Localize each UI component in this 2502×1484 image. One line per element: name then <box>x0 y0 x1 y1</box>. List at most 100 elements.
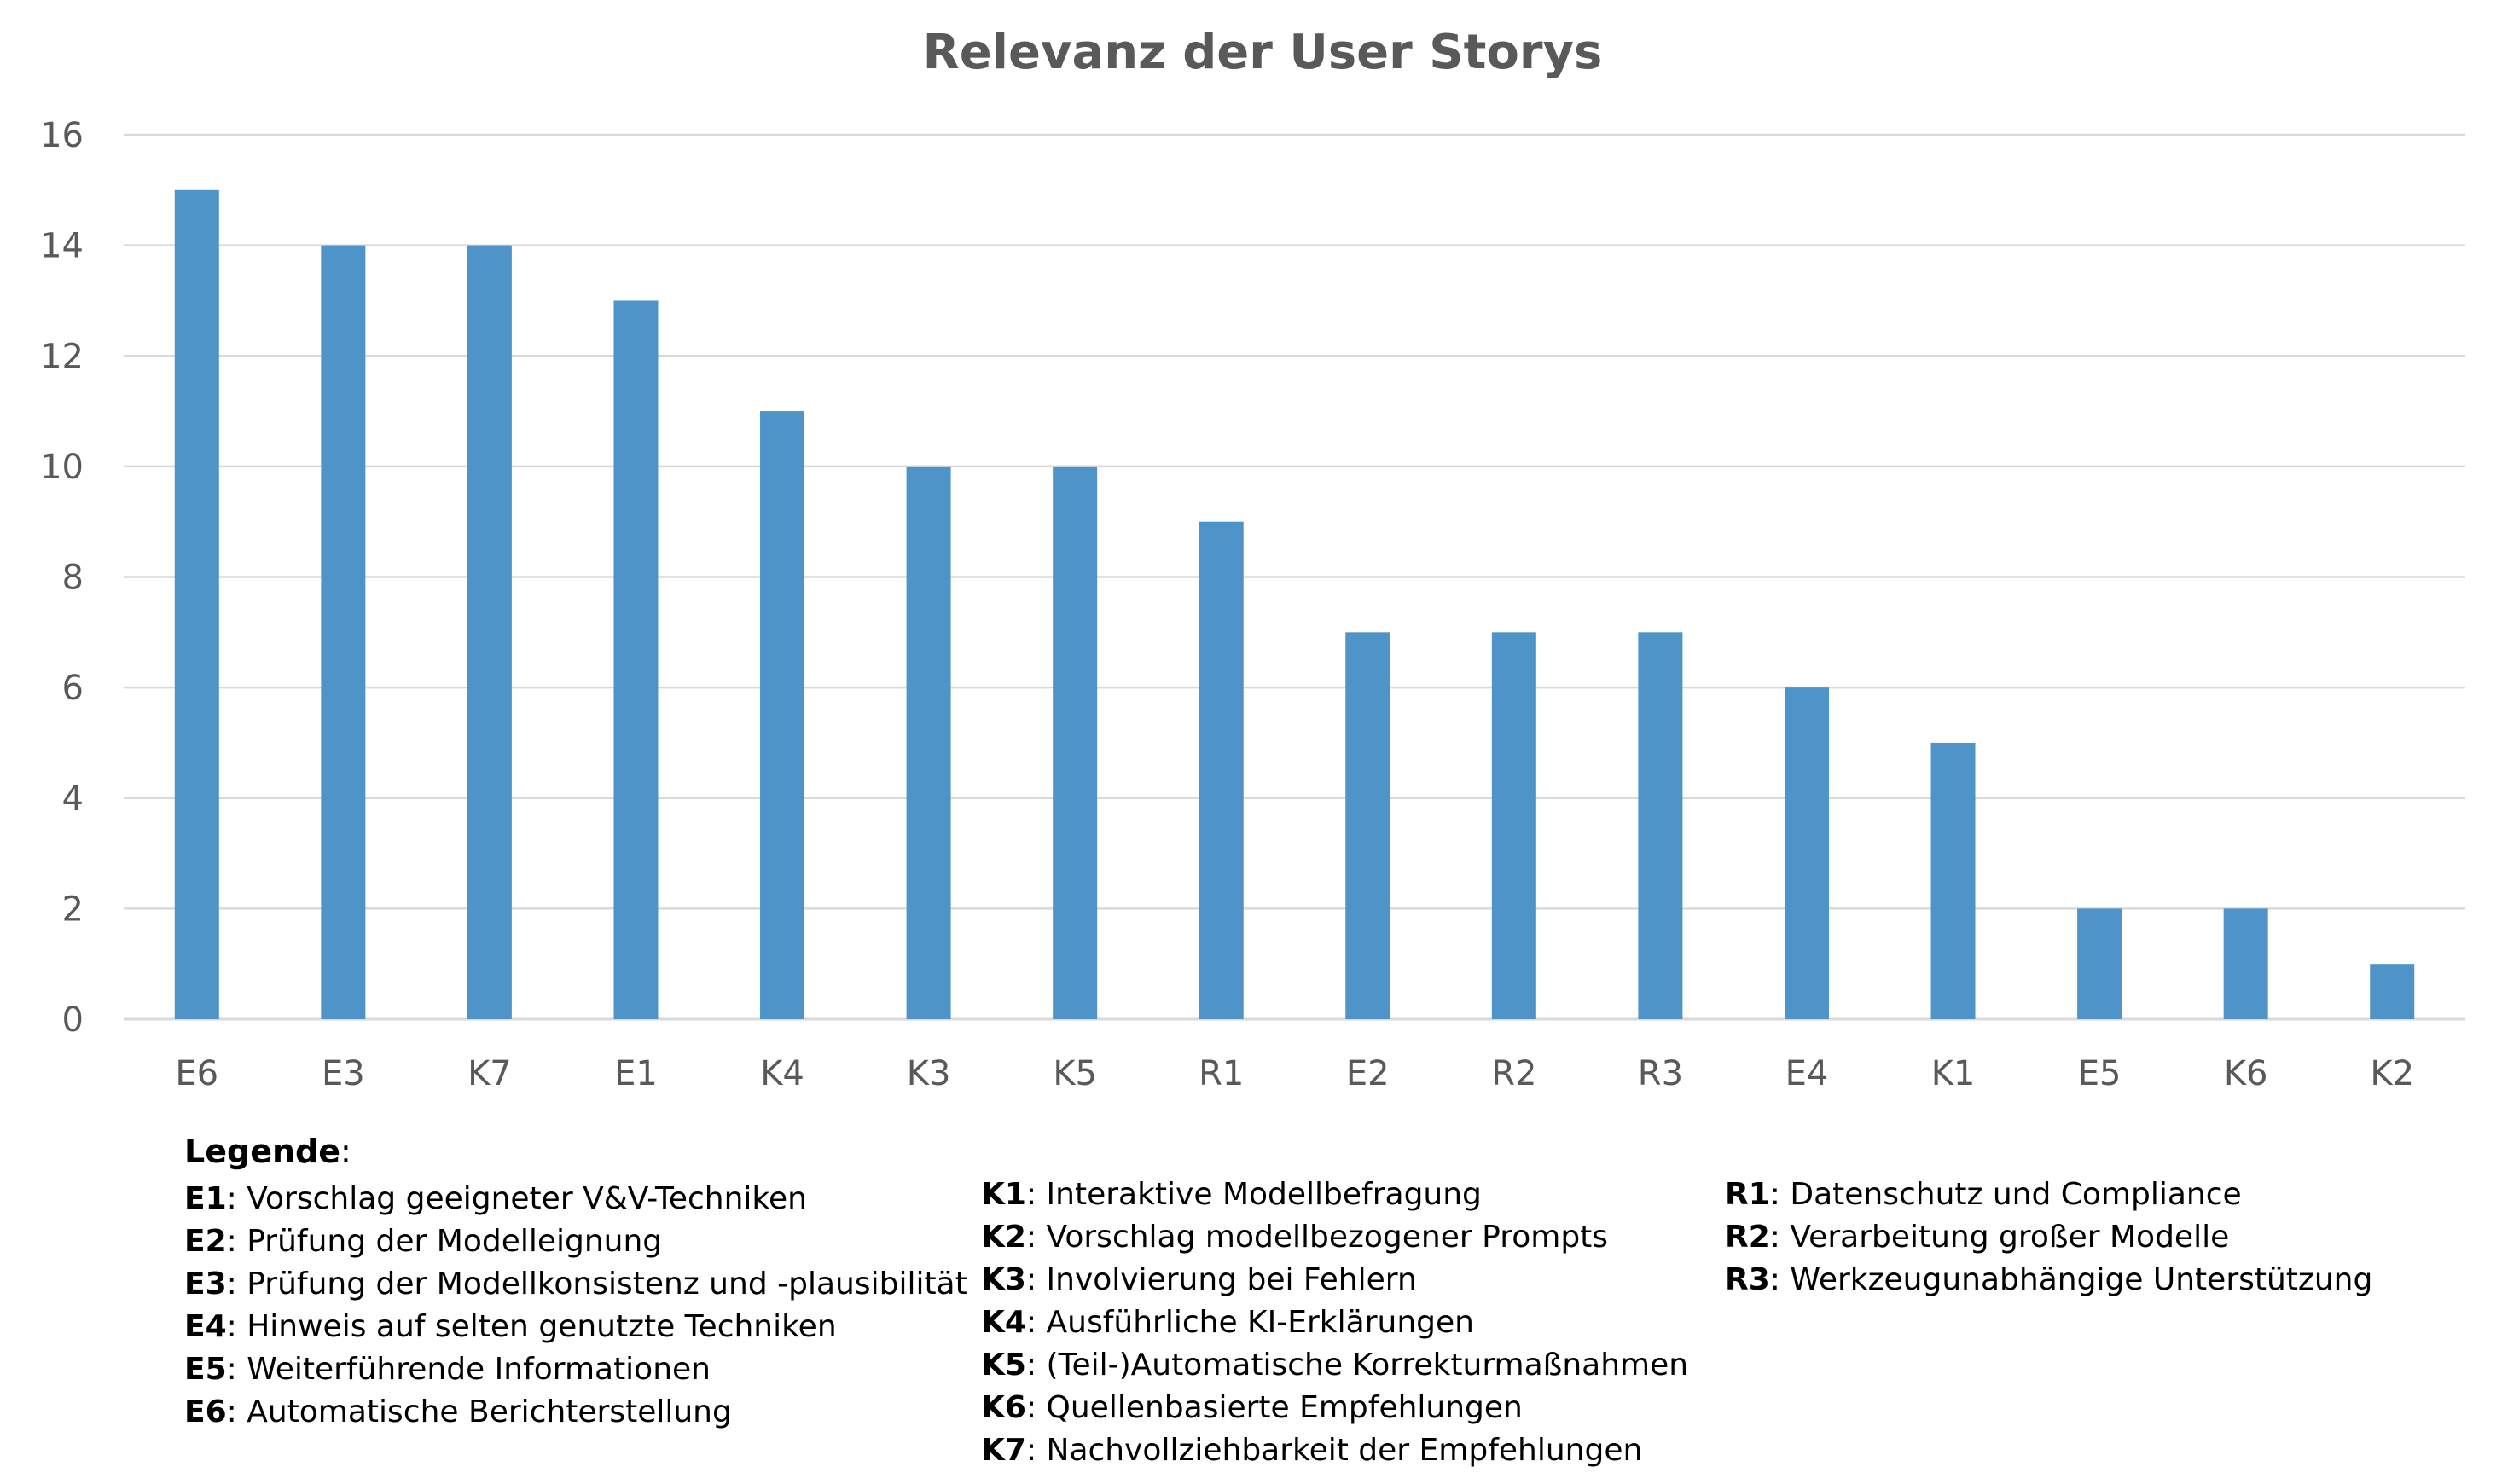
legend-item-R1: R1: Datenschutz und Compliance <box>1725 1174 2372 1216</box>
legend-code: E4 <box>184 1309 227 1344</box>
x-axis-ticks: E6 E3 K7 E1 K4 K3 K5 R1 E2 R2 R3 E4 K1 E5 K6 K2 <box>175 1054 2414 1093</box>
y-tick-label: 10 <box>40 448 84 487</box>
legend-code: R2 <box>1725 1220 1770 1255</box>
legend-description: : Hinweis auf selten genutzte Techniken <box>226 1309 837 1344</box>
x-tick-label: R2 <box>1491 1054 1536 1093</box>
legend-item-K4: K4: Ausführliche KI-Erklärungen <box>981 1301 1688 1344</box>
bar-K6 <box>2223 908 2268 1019</box>
y-axis-ticks: 0 2 4 6 8 10 12 14 16 <box>40 116 84 1040</box>
legend-code: K6 <box>981 1390 1026 1425</box>
x-tick-label: E6 <box>175 1054 218 1093</box>
bar-E6 <box>174 189 219 1019</box>
bar-K7 <box>467 245 512 1019</box>
legend-description: : Involvierung bei Fehlern <box>1025 1262 1417 1297</box>
legend-code: K1 <box>981 1177 1026 1212</box>
bar-E1 <box>613 300 659 1019</box>
bar-E5 <box>2077 908 2122 1019</box>
legend-item-E3: E3: Prüfung der Modellkonsistenz und -pl… <box>184 1263 967 1306</box>
legend-code: R1 <box>1725 1177 1770 1212</box>
x-tick-label: E1 <box>614 1054 658 1093</box>
legend-description: : (Teil-)Automatische Korrekturmaßnahmen <box>1025 1348 1689 1383</box>
legend-description: : Werkzeugunabhängige Unterstützung <box>1769 1262 2373 1297</box>
legend-description: : Nachvollziehbarkeit der Empfehlungen <box>1025 1433 1643 1468</box>
legend-item-E2: E2: Prüfung der Modelleignung <box>184 1220 967 1263</box>
legend-code: K3 <box>981 1262 1026 1297</box>
legend-code: K7 <box>981 1433 1026 1468</box>
bars <box>174 189 2415 1019</box>
legend-column-e: E1: Vorschlag geeigneter V&V-Techniken E2… <box>184 1178 967 1434</box>
legend-description: : Automatische Berichterstellung <box>226 1394 732 1429</box>
bar-E3 <box>321 245 366 1019</box>
x-tick-label: K5 <box>1053 1054 1097 1093</box>
y-tick-label: 14 <box>40 227 84 266</box>
bar-R2 <box>1491 632 1536 1019</box>
y-tick-label: 8 <box>62 559 84 598</box>
legend-column-r: R1: Datenschutz und Compliance R2: Verarb… <box>1725 1174 2372 1301</box>
bar-E4 <box>1784 687 1829 1019</box>
legend-description: : Datenschutz und Compliance <box>1769 1177 2242 1212</box>
legend-item-K6: K6: Quellenbasierte Empfehlungen <box>981 1387 1688 1429</box>
bar-chart: Relevanz der User Storys 0 2 4 6 8 10 12 14 16 E… <box>40 25 2465 1093</box>
legend-code: K4 <box>981 1305 1026 1340</box>
y-tick-label: 2 <box>62 890 84 929</box>
legend-heading-text: Legende <box>184 1133 340 1170</box>
bar-K1 <box>1930 742 1976 1019</box>
legend-code: E6 <box>184 1394 227 1429</box>
legend-description: : Verarbeitung großer Modelle <box>1769 1220 2230 1255</box>
legend-description: : Vorschlag geeigneter V&V-Techniken <box>226 1181 807 1216</box>
bar-K4 <box>760 411 805 1019</box>
legend-item-E6: E6: Automatische Berichterstellung <box>184 1391 967 1434</box>
legend-code: E5 <box>184 1352 227 1387</box>
x-tick-label: K7 <box>467 1054 512 1093</box>
legend-code: E1 <box>184 1181 227 1216</box>
x-tick-label: R3 <box>1638 1054 1683 1093</box>
x-tick-label: E2 <box>1346 1054 1390 1093</box>
x-tick-label: E5 <box>2078 1054 2122 1093</box>
legend-item-E4: E4: Hinweis auf selten genutzte Technike… <box>184 1306 967 1348</box>
x-tick-label: K3 <box>907 1054 951 1093</box>
legend-code: E2 <box>184 1224 227 1259</box>
legend-item-R3: R3: Werkzeugunabhängige Unterstützung <box>1725 1259 2372 1301</box>
legend-item-K1: K1: Interaktive Modellbefragung <box>981 1174 1688 1216</box>
legend-code: R3 <box>1725 1262 1770 1297</box>
y-tick-label: 0 <box>62 1000 84 1040</box>
legend-item-K2: K2: Vorschlag modellbezogener Prompts <box>981 1216 1688 1259</box>
x-tick-label: K1 <box>1931 1054 1976 1093</box>
legend-code: K5 <box>981 1348 1026 1383</box>
legend-item-R2: R2: Verarbeitung großer Modelle <box>1725 1216 2372 1259</box>
x-tick-label: R1 <box>1199 1054 1244 1093</box>
bar-K3 <box>906 466 951 1019</box>
legend-item-E5: E5: Weiterführende Informationen <box>184 1348 967 1391</box>
legend-column-k: K1: Interaktive Modellbefragung K2: Vorsc… <box>981 1174 1688 1472</box>
legend-item-K3: K3: Involvierung bei Fehlern <box>981 1259 1688 1301</box>
legend-description: : Prüfung der Modelleignung <box>226 1224 663 1259</box>
y-tick-label: 4 <box>62 780 84 819</box>
x-tick-label: K2 <box>2370 1054 2414 1093</box>
grid-lines <box>124 133 2465 1021</box>
bar-K2 <box>2370 964 2415 1019</box>
legend-description: : Interaktive Modellbefragung <box>1025 1177 1482 1212</box>
legend-description: : Weiterführende Informationen <box>226 1352 711 1387</box>
y-tick-label: 12 <box>40 337 84 376</box>
legend-description: : Quellenbasierte Empfehlungen <box>1025 1390 1523 1425</box>
legend-item-K5: K5: (Teil-)Automatische Korrekturmaßnahm… <box>981 1344 1688 1387</box>
bar-R1 <box>1199 521 1244 1019</box>
bar-E2 <box>1345 632 1390 1019</box>
chart-title: Relevanz der User Storys <box>923 25 1603 80</box>
bar-R3 <box>1638 632 1683 1019</box>
legend-code: K2 <box>981 1220 1026 1255</box>
x-tick-label: E3 <box>322 1054 365 1093</box>
legend-item-K7: K7: Nachvollziehbarkeit der Empfehlungen <box>981 1429 1688 1472</box>
x-tick-label: K4 <box>760 1054 804 1093</box>
legend-description: : Prüfung der Modellkonsistenz und -plau… <box>226 1267 967 1301</box>
legend-description: : Vorschlag modellbezogener Prompts <box>1025 1220 1609 1255</box>
x-tick-label: E4 <box>1785 1054 1829 1093</box>
legend-description: : Ausführliche KI-Erklärungen <box>1025 1305 1474 1340</box>
legend-item-E1: E1: Vorschlag geeigneter V&V-Techniken <box>184 1178 967 1220</box>
legend-heading: Legende: <box>184 1133 351 1170</box>
legend-code: E3 <box>184 1267 227 1301</box>
x-tick-label: K6 <box>2224 1054 2268 1093</box>
y-tick-label: 16 <box>40 116 84 155</box>
bar-K5 <box>1053 466 1098 1019</box>
y-tick-label: 6 <box>62 669 84 708</box>
